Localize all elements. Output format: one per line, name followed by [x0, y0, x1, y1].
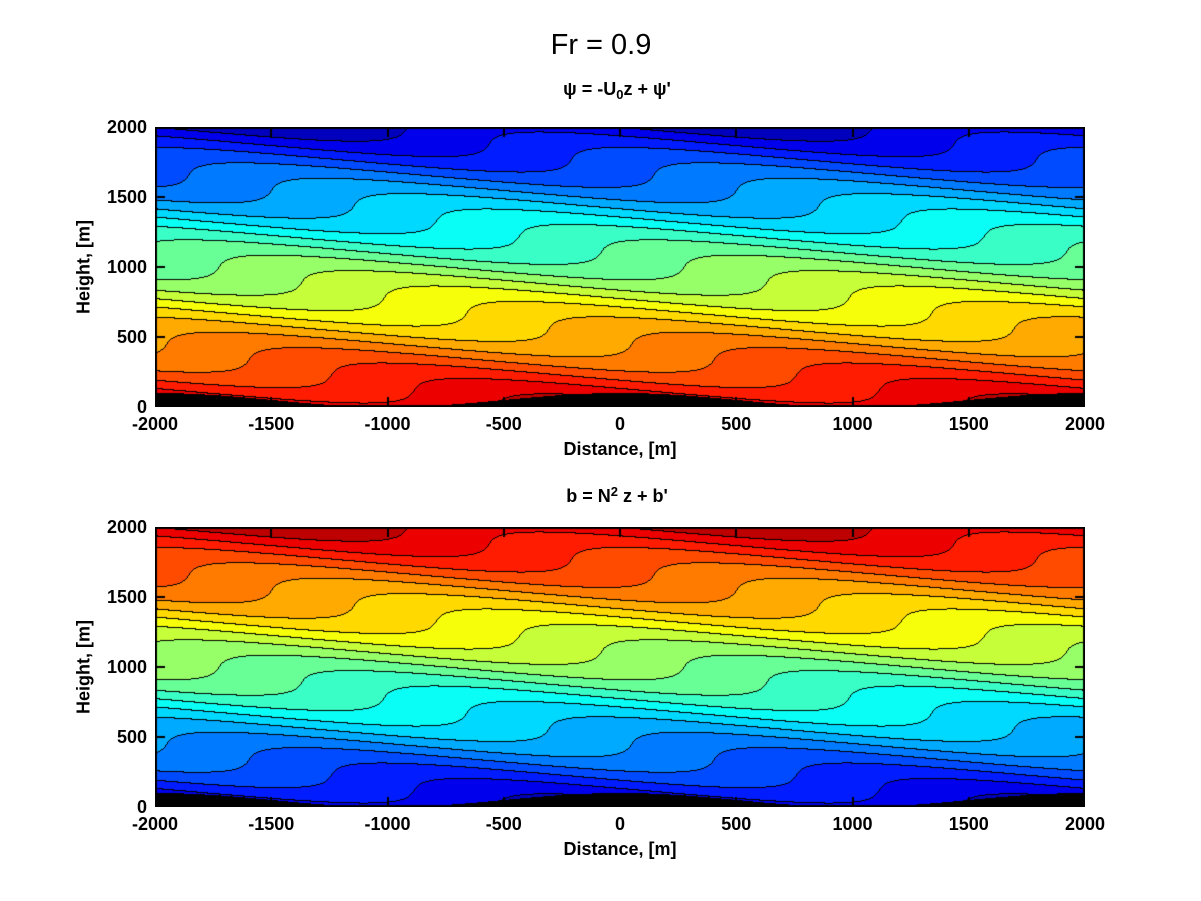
x-tick-label: 1500	[948, 414, 989, 434]
y-tick-label: 500	[116, 727, 147, 747]
subplot-title-streamfunction: ψ = -U0z + ψ'	[563, 79, 671, 102]
x-tick-label: 2000	[1064, 814, 1106, 834]
figure-title: Fr = 0.9	[550, 29, 652, 61]
x-tick-label: -1500	[248, 414, 295, 434]
x-tick-label: 500	[721, 814, 752, 834]
y-tick-label: 1000	[106, 657, 147, 677]
x-axis-label: Distance, [m]	[563, 439, 677, 459]
y-tick-label: 500	[116, 327, 147, 347]
y-tick-label: 1500	[106, 587, 147, 607]
x-tick-label: 2000	[1064, 414, 1106, 434]
title-subscript: 0	[616, 87, 624, 102]
title-text: z + b'	[617, 486, 668, 506]
y-tick-label: 1500	[106, 187, 147, 207]
y-tick-label: 1000	[106, 257, 147, 277]
x-tick-label: 0	[614, 814, 626, 834]
subplot-title-buoyancy: b = N2 z + b'	[566, 484, 668, 507]
x-axis-label: Distance, [m]	[563, 839, 677, 859]
x-tick-label: 1000	[832, 814, 873, 834]
title-text: b = N	[566, 486, 611, 506]
contour-plot-streamfunction	[155, 127, 1085, 407]
x-tick-label: -500	[485, 814, 522, 834]
x-tick-label: -500	[485, 414, 522, 434]
x-tick-label: -2000	[131, 414, 179, 434]
x-tick-label: 0	[614, 414, 626, 434]
title-text: z + ψ'	[623, 79, 671, 99]
x-tick-label: -1500	[248, 814, 295, 834]
y-tick-label: 0	[136, 397, 147, 417]
x-tick-label: -1000	[364, 814, 411, 834]
x-tick-label: -1000	[364, 414, 411, 434]
x-tick-label: 1000	[832, 414, 873, 434]
title-text: ψ = -U	[563, 79, 617, 99]
contour-plot-buoyancy	[155, 527, 1085, 807]
x-tick-label: 1500	[948, 814, 989, 834]
y-tick-label: 0	[136, 797, 147, 817]
x-tick-label: -2000	[131, 814, 179, 834]
y-tick-label: 2000	[106, 117, 147, 137]
y-tick-label: 2000	[106, 517, 147, 537]
title-superscript: 2	[610, 484, 618, 499]
x-tick-label: 500	[721, 414, 752, 434]
